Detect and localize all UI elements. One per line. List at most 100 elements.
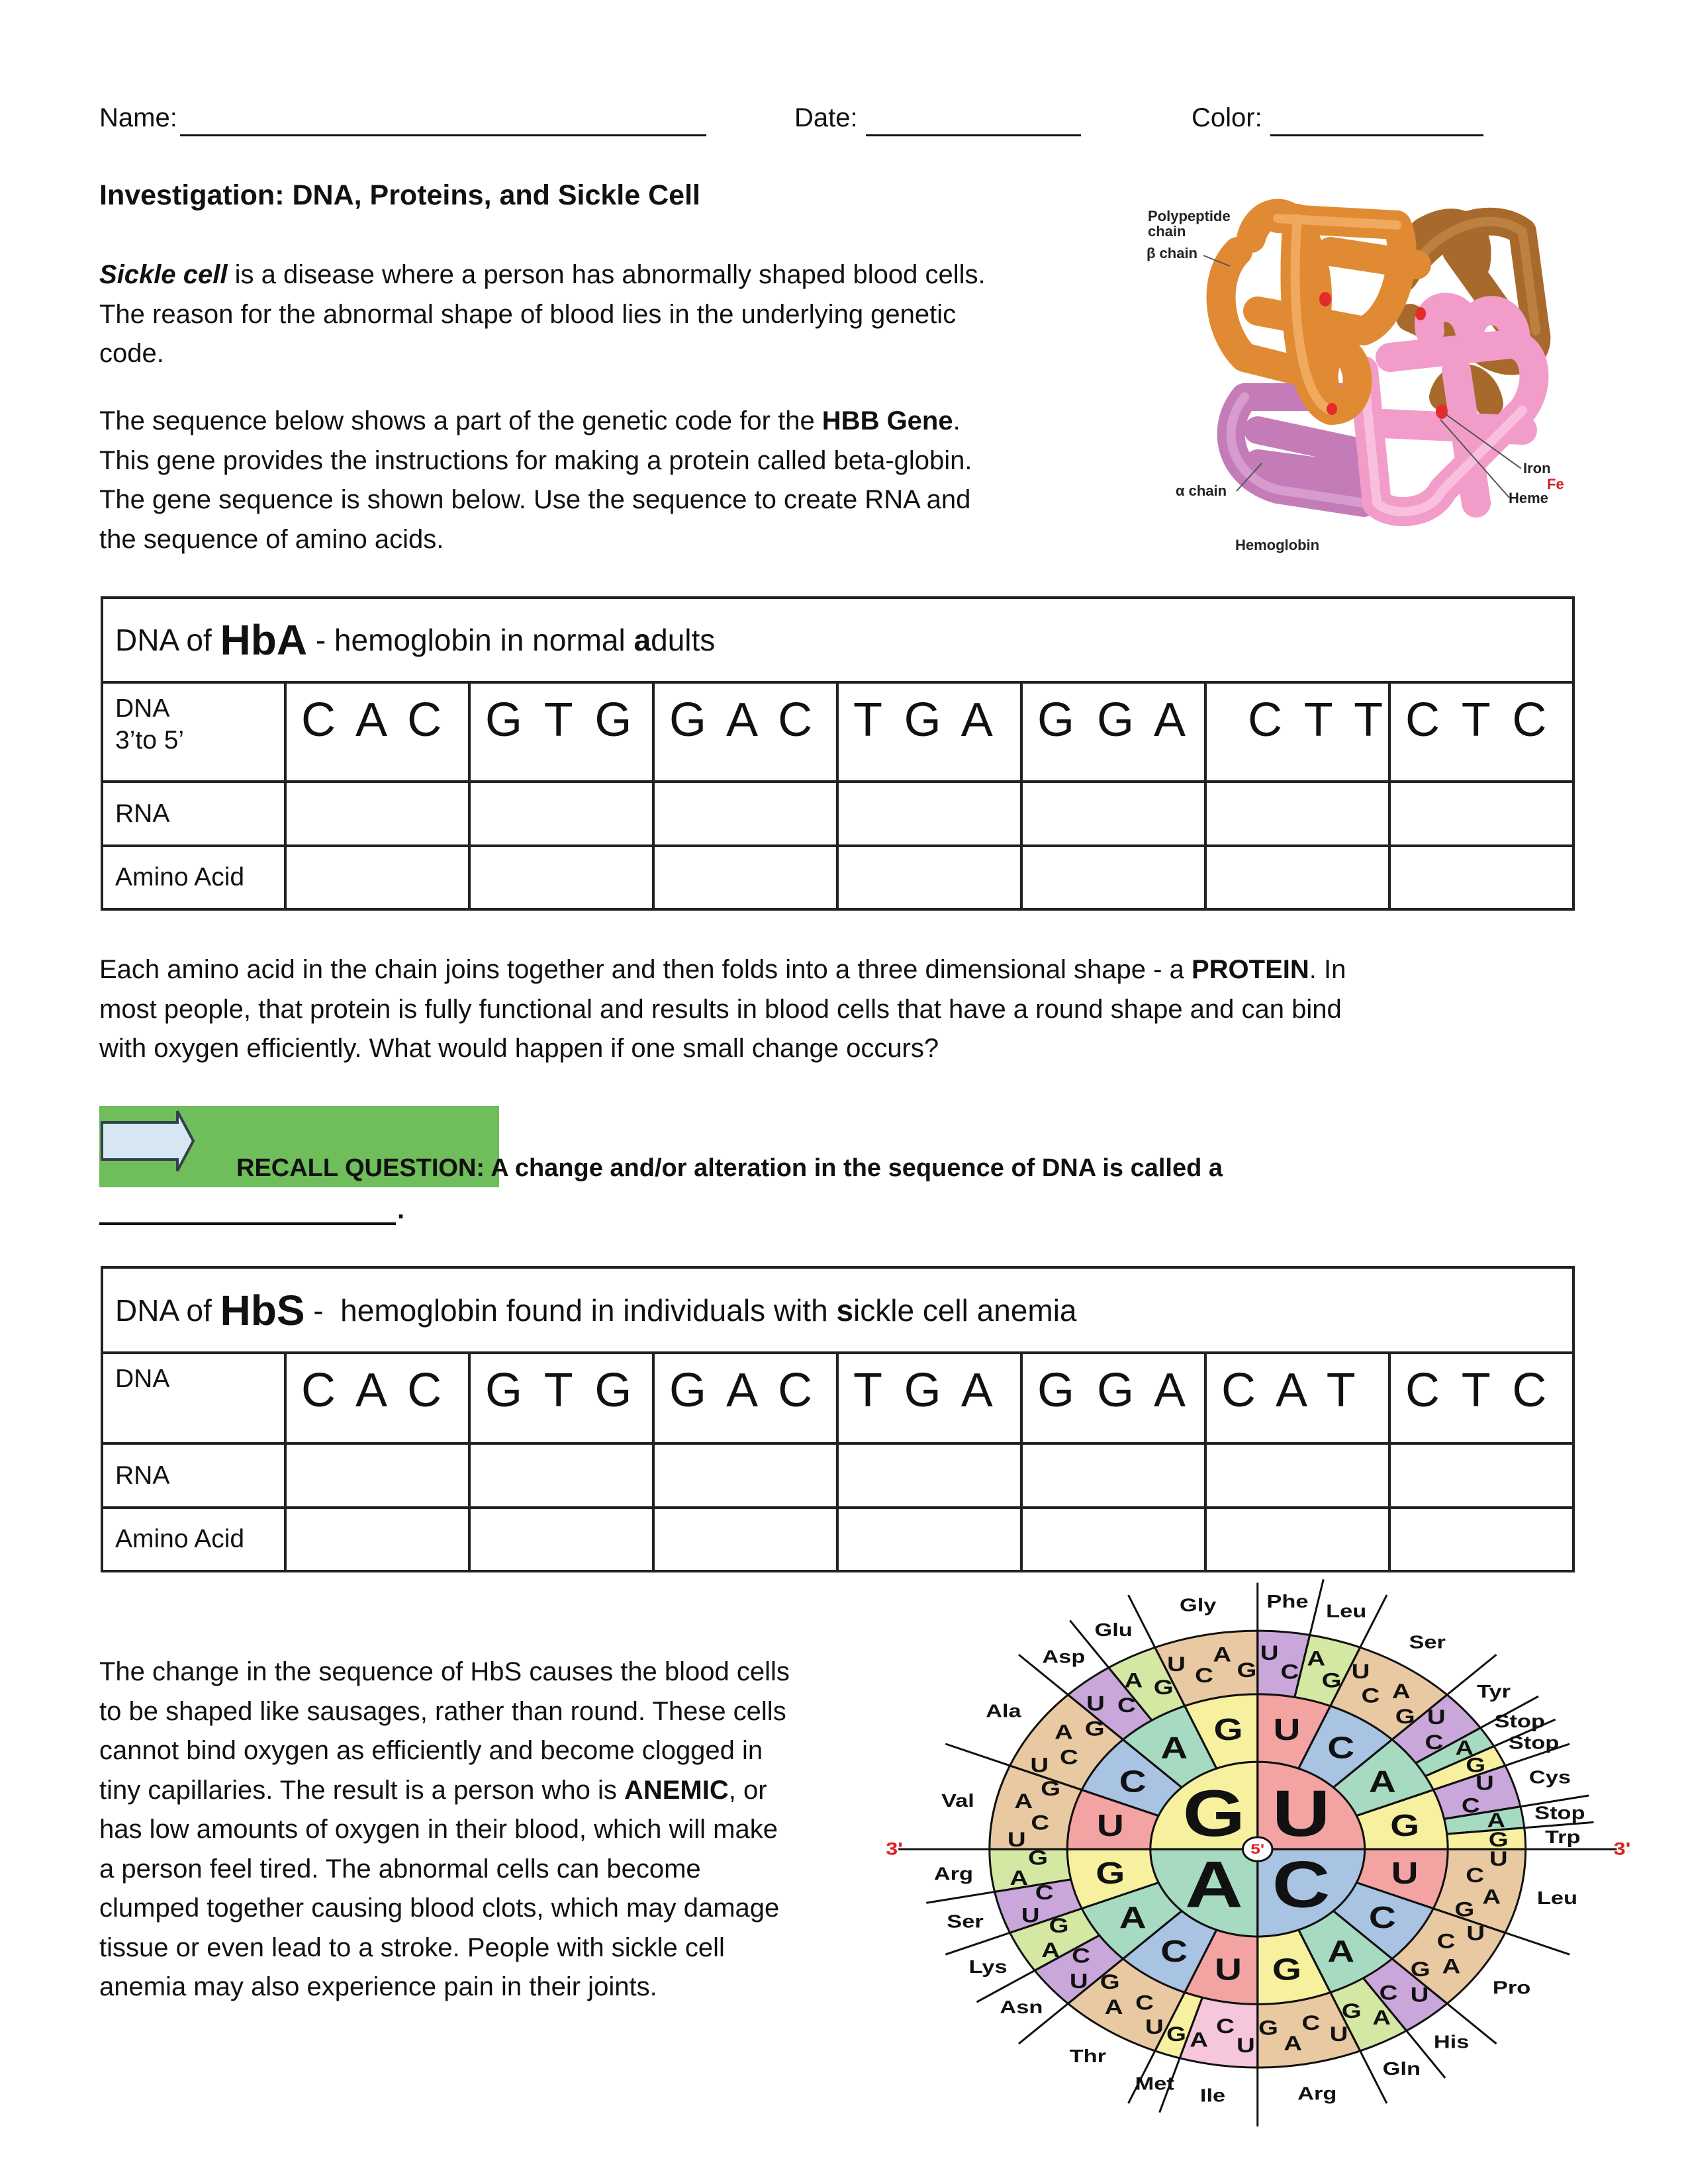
codon-separator-line [1425, 1719, 1555, 1776]
third-base-label: A [1009, 1866, 1028, 1889]
codon-separator-line [1333, 1655, 1496, 1788]
third-base-label: U [1260, 1641, 1279, 1664]
amino-acid-input-cell[interactable] [471, 847, 655, 911]
text-line: most people, that protein is fully funct… [99, 990, 1346, 1030]
first-base-label: A [1185, 1848, 1243, 1921]
amino-acid-label: His [1434, 2031, 1470, 2052]
text-line: code. [99, 334, 986, 374]
rna-input-cell[interactable] [655, 783, 839, 847]
rna-input-cell[interactable] [839, 1445, 1023, 1509]
amino-acid-input-cell[interactable] [1207, 847, 1391, 911]
third-base-label: U [1030, 1754, 1049, 1777]
recall-answer-blank[interactable] [99, 1195, 396, 1225]
amino-acid-input-cell[interactable] [1391, 1509, 1575, 1572]
text-segment: tiny capillaries. The result is a person… [99, 1775, 624, 1805]
text-line: anemia may also experience pain in their… [99, 1968, 790, 2007]
hemoglobin-type: HbA [220, 616, 308, 664]
second-base-label: G [1390, 1808, 1419, 1843]
codon-separator-line [1356, 1744, 1570, 1816]
amino-acid-input-cell[interactable] [655, 1509, 839, 1572]
amino-acid-label: Met [1135, 2073, 1175, 2094]
amino-acid-label: Ser [947, 1911, 983, 1932]
codon-separator-line [1295, 1579, 1323, 1697]
amino-acid-label: Gln [1383, 2058, 1421, 2079]
amino-acid-input-cell[interactable] [471, 1509, 655, 1572]
third-base-label: C [1462, 1794, 1480, 1817]
amino-acid-input-cell[interactable] [287, 1509, 471, 1572]
rna-input-cell[interactable] [1207, 783, 1391, 847]
text-line: clumped together causing blood clots, wh… [99, 1889, 790, 1929]
codon-separator-line [1416, 1696, 1538, 1763]
rna-input-cell[interactable] [1023, 783, 1207, 847]
header-text: ickle cell anemia [853, 1293, 1077, 1328]
third-base-label: G [1085, 1717, 1105, 1741]
header-text: dults [651, 623, 716, 657]
third-base-label: U [1466, 1922, 1485, 1945]
rna-input-cell[interactable] [1391, 1445, 1575, 1509]
amino-acid-label: Phe [1266, 1591, 1308, 1612]
rna-input-cell[interactable] [471, 783, 655, 847]
rna-input-cell[interactable] [471, 1445, 655, 1509]
third-base-label: A [1284, 2032, 1302, 2055]
dna-row-label: DNA 3’to 5’ [103, 684, 287, 783]
rna-input-cell[interactable] [287, 783, 471, 847]
color-blank[interactable] [1270, 105, 1483, 136]
date-field[interactable]: Date: [794, 99, 1081, 136]
dna-codon-cell: G A C [655, 1354, 839, 1445]
rna-row-label: RNA [103, 1445, 287, 1509]
date-blank[interactable] [865, 105, 1081, 136]
five-prime-circle [1243, 1837, 1272, 1861]
amino-acid-input-cell[interactable] [839, 1509, 1023, 1572]
third-base-label: G [1489, 1828, 1509, 1851]
second-base-label: G [1213, 1712, 1243, 1747]
amino-acid-input-cell[interactable] [1391, 847, 1575, 911]
second-base-label: C [1119, 1764, 1147, 1799]
text-line: to be shaped like sausages, rather than … [99, 1692, 790, 1732]
amino-acid-input-cell[interactable] [839, 847, 1023, 911]
third-base-label: U [1070, 1970, 1088, 1993]
rna-input-cell[interactable] [1023, 1445, 1207, 1509]
third-base-label: A [1392, 1680, 1411, 1703]
beta-chain-1 [1206, 199, 1431, 425]
heme-icon [1436, 404, 1448, 419]
amino-acid-label: Trp [1545, 1827, 1581, 1847]
protein-paragraph: Each amino acid in the chain joins toget… [99, 950, 1346, 1069]
amino-acid-label: Arg [1297, 2083, 1336, 2103]
hbs-table: DNA of HbS - hemoglobin found in individ… [101, 1266, 1575, 1572]
dna-label-line: DNA [115, 694, 170, 723]
amino-acid-input-cell[interactable] [287, 847, 471, 911]
codon-separator-line [945, 1744, 1158, 1816]
third-base-label: U [1008, 1828, 1026, 1851]
rna-input-cell[interactable] [839, 783, 1023, 847]
third-base-label: A [1213, 1643, 1231, 1666]
three-prime-label: 3' [886, 1839, 903, 1858]
amino-acid-input-cell[interactable] [655, 847, 839, 911]
rna-input-cell[interactable] [1391, 783, 1575, 847]
amino-acid-input-cell[interactable] [1023, 847, 1207, 911]
second-base-label: A [1119, 1900, 1147, 1934]
amino-acid-label: Ile [1200, 2085, 1225, 2106]
text-segment: tissue or even lead to a stroke. People … [99, 1933, 725, 1962]
dna-label-line: 3’to 5’ [115, 726, 185, 754]
amino-acid-input-cell[interactable] [1023, 1509, 1207, 1572]
name-field[interactable]: Name: [99, 99, 706, 136]
codon-separator-line [926, 1880, 1070, 1903]
rna-input-cell[interactable] [655, 1445, 839, 1509]
third-base-label: C [1031, 1811, 1049, 1835]
rna-row-label: RNA [103, 783, 287, 847]
text-line: The change in the sequence of HbS causes… [99, 1653, 790, 1692]
amino-acid-label: Stop [1509, 1733, 1559, 1753]
first-base-label: U [1272, 1777, 1331, 1850]
amino-acid-label: Cys [1529, 1766, 1571, 1787]
codon-separator-line [1070, 1620, 1152, 1720]
third-base-label: C [1035, 1881, 1054, 1904]
amino-acid-label: Val [941, 1790, 974, 1811]
rna-input-cell[interactable] [287, 1445, 471, 1509]
heme-groups [1319, 292, 1448, 419]
first-base-label: C [1272, 1848, 1331, 1921]
name-blank[interactable] [179, 105, 706, 136]
amino-acid-input-cell[interactable] [1207, 1509, 1391, 1572]
amino-acid-label: Tyr [1477, 1681, 1511, 1702]
rna-input-cell[interactable] [1207, 1445, 1391, 1509]
color-field[interactable]: Color: [1192, 99, 1483, 136]
